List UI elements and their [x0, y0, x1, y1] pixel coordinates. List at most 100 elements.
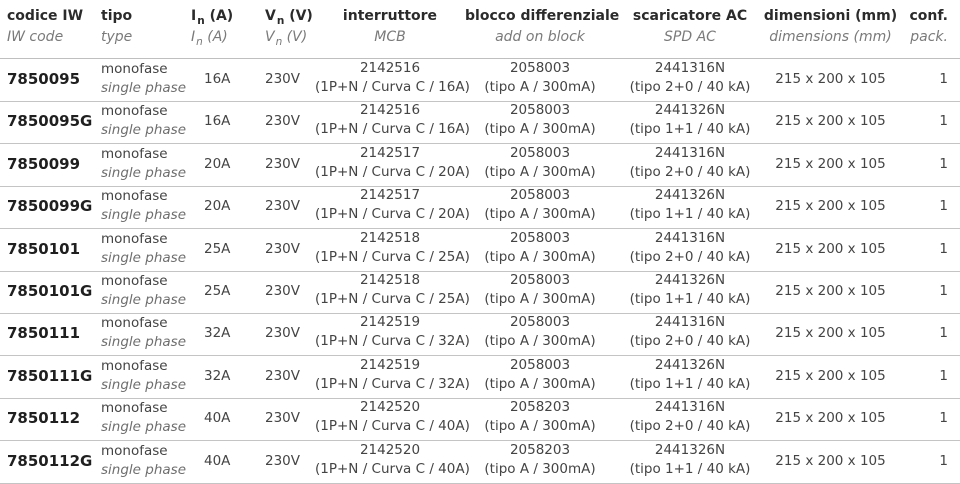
mcb-desc: (1P+N / Curva C / 40A): [315, 460, 470, 477]
header-dimensioni-en: dimensions (mm): [769, 29, 892, 45]
header-vn-en: Vn (V): [265, 29, 307, 48]
block-code: 2058003: [509, 60, 571, 76]
spd-desc: (tipo 2+0 / 40 kA): [629, 418, 751, 435]
header-conf: conf.: [909, 8, 948, 24]
spd-code: 2441316N: [654, 229, 726, 246]
header-vn-en-symbol: V: [265, 29, 275, 45]
table-row: 7850101 monofase single phase 25A 230V 2…: [0, 229, 960, 272]
mcb-code: 2142519: [359, 314, 421, 331]
pack-value: 1: [939, 71, 948, 87]
block-desc: (tipo A / 300mA): [484, 206, 596, 223]
header-interruttore: interruttore: [342, 8, 438, 24]
block-desc: (tipo A / 300mA): [484, 375, 596, 392]
pack-value: 1: [939, 410, 948, 427]
dimensions-value: 215 x 200 x 105: [775, 71, 886, 87]
mcb-code: 2142517: [359, 187, 421, 204]
header-in-unit: (A): [204, 8, 234, 24]
tipo-en: single phase: [101, 80, 186, 96]
header-vn-en-subscript: n: [275, 36, 283, 48]
dimensions-value: 215 x 200 x 105: [775, 325, 886, 342]
tipo-it: monofase: [101, 357, 168, 374]
mcb-desc: (1P+N / Curva C / 25A): [315, 248, 470, 265]
block-desc: (tipo A / 300mA): [484, 163, 596, 180]
block-desc: (tipo A / 300mA): [484, 121, 596, 138]
product-code: 7850095: [7, 70, 81, 88]
current-value: 32A: [204, 325, 231, 342]
dimensions-value: 215 x 200 x 105: [775, 410, 886, 427]
spd-desc: (tipo 2+0 / 40 kA): [629, 333, 751, 350]
header-blocco: blocco differenziale: [465, 8, 620, 24]
product-code: 7850112G: [7, 451, 93, 470]
current-value: 20A: [204, 155, 231, 172]
voltage-value: 230V: [265, 410, 301, 427]
spd-desc: (tipo 1+1 / 40 kA): [629, 206, 751, 223]
dimensions-value: 215 x 200 x 105: [775, 452, 886, 469]
mcb-desc: (1P+N / Curva C / 40A): [315, 418, 470, 435]
table-header: codice IW IW code tipo type In (A) In (A…: [0, 0, 960, 59]
mcb-desc: (1P+N / Curva C / 16A): [315, 79, 470, 95]
table-row: 7850099 monofase single phase 20A 230V 2…: [0, 144, 960, 187]
pack-value: 1: [939, 283, 948, 299]
spd-desc: (tipo 1+1 / 40 kA): [629, 291, 751, 307]
mcb-desc: (1P+N / Curva C / 32A): [315, 333, 470, 350]
tipo-it: monofase: [101, 273, 168, 289]
header-vn: Vn (V): [265, 8, 313, 27]
current-value: 16A: [204, 113, 231, 130]
header-interruttore-en: MCB: [374, 29, 406, 45]
block-code: 2058203: [509, 441, 571, 458]
header-codice: codice IW: [7, 8, 84, 24]
product-code: 7850099: [7, 154, 81, 173]
mcb-code: 2142518: [359, 229, 421, 246]
tipo-it: monofase: [101, 230, 168, 247]
mcb-code: 2142520: [359, 441, 421, 458]
spd-code: 2441316N: [654, 314, 726, 331]
spd-desc: (tipo 2+0 / 40 kA): [629, 79, 751, 95]
mcb-code: 2142519: [359, 356, 421, 373]
dimensions-value: 215 x 200 x 105: [775, 113, 886, 130]
current-value: 25A: [204, 283, 231, 299]
pack-value: 1: [939, 452, 948, 469]
dimensions-value: 215 x 200 x 105: [775, 283, 886, 299]
block-desc: (tipo A / 300mA): [484, 79, 596, 95]
header-tipo: tipo: [101, 8, 133, 24]
pack-value: 1: [939, 198, 948, 215]
current-value: 25A: [204, 240, 231, 257]
spd-desc: (tipo 2+0 / 40 kA): [629, 163, 751, 180]
block-desc: (tipo A / 300mA): [484, 291, 596, 307]
tipo-en: single phase: [101, 164, 186, 181]
product-code: 7850111: [7, 324, 81, 343]
mcb-code: 2142517: [359, 144, 421, 161]
tipo-en: single phase: [101, 334, 186, 351]
block-code: 2058003: [509, 229, 571, 246]
mcb-code: 2142520: [359, 399, 421, 416]
tipo-en: single phase: [101, 376, 186, 393]
header-dimensioni: dimensioni (mm): [763, 8, 898, 24]
tipo-it: monofase: [101, 442, 168, 459]
current-value: 40A: [204, 452, 231, 469]
header-in-en-symbol: I: [191, 29, 196, 45]
table-row: 7850099G monofase single phase 20A 230V …: [0, 186, 960, 230]
tipo-en: single phase: [101, 292, 186, 308]
pack-value: 1: [939, 113, 948, 130]
mcb-desc: (1P+N / Curva C / 25A): [315, 291, 470, 307]
block-desc: (tipo A / 300mA): [484, 418, 596, 435]
voltage-value: 230V: [265, 71, 301, 87]
tipo-en: single phase: [101, 461, 186, 478]
table-row: 7850101G monofase single phase 25A 230V …: [0, 271, 960, 314]
product-code: 7850099G: [7, 197, 93, 216]
mcb-code: 2142516: [359, 102, 421, 119]
mcb-desc: (1P+N / Curva C / 20A): [315, 163, 470, 180]
spd-desc: (tipo 2+0 / 40 kA): [629, 248, 751, 265]
block-code: 2058003: [509, 144, 571, 161]
header-vn-symbol: V: [265, 8, 276, 24]
product-code: 7850111G: [7, 366, 93, 385]
spd-code: 2441326N: [654, 272, 726, 288]
pack-value: 1: [939, 240, 948, 257]
header-vn-unit: (V): [284, 8, 313, 24]
product-code: 7850095G: [7, 112, 93, 131]
voltage-value: 230V: [265, 452, 301, 469]
block-code: 2058003: [509, 187, 571, 204]
voltage-value: 230V: [265, 240, 301, 257]
spd-code: 2441326N: [654, 441, 726, 458]
